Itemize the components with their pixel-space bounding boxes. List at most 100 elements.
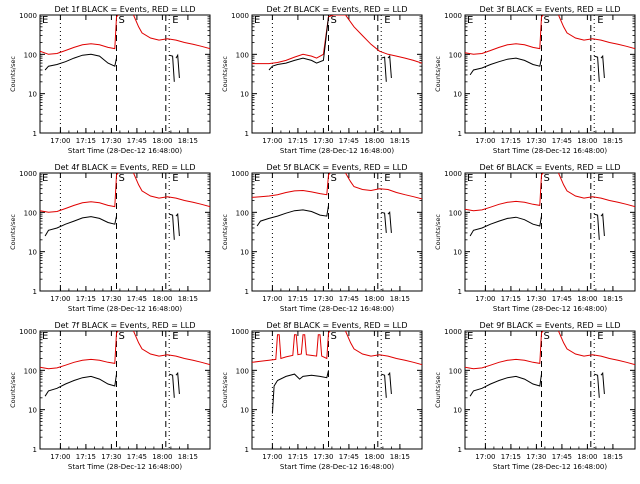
start-marker: S	[331, 173, 337, 184]
y-tick-label: 100	[449, 209, 462, 217]
y-tick-label: 10	[240, 91, 249, 99]
lld-series-line	[40, 15, 119, 55]
events-series-line	[169, 213, 175, 240]
y-tick-label: 1000	[231, 328, 249, 336]
panel-title: Det 7f BLACK = Events, RED = LLD	[54, 321, 195, 330]
y-tick-label: 1000	[444, 328, 462, 336]
corner-marker-e: E	[42, 331, 48, 342]
y-tick-label: 10	[453, 91, 462, 99]
events-series-line	[268, 16, 329, 71]
x-tick-label: 17:00	[475, 137, 495, 145]
start-marker: S	[331, 15, 337, 26]
y-tick-label: 100	[24, 51, 37, 59]
events-series-line	[44, 215, 117, 237]
x-tick-label: 17:30	[526, 453, 546, 461]
lld-series-line	[558, 173, 635, 208]
end-marker: E	[384, 173, 390, 184]
x-tick-label: 17:45	[339, 295, 359, 303]
y-tick-label: 10	[453, 407, 462, 415]
y-tick-label: 1	[458, 288, 462, 296]
x-tick-label: 18:15	[603, 137, 623, 145]
x-tick-label: 18:15	[178, 137, 198, 145]
x-tick-label: 17:45	[552, 295, 572, 303]
y-tick-label: 100	[236, 209, 249, 217]
x-tick-label: 18:15	[390, 295, 410, 303]
x-tick-label: 17:30	[101, 453, 121, 461]
start-marker: S	[119, 331, 125, 342]
start-marker: S	[544, 173, 550, 184]
lld-series-line	[345, 331, 422, 366]
x-tick-label: 17:15	[501, 137, 521, 145]
corner-marker-e: E	[42, 173, 48, 184]
corner-marker-e: E	[254, 173, 260, 184]
events-series-line	[594, 373, 600, 398]
panel-det-9: Det 9f BLACK = Events, RED = LLD 1 10 100 10…	[434, 321, 636, 471]
panel-det-5: Det 5f BLACK = Events, RED = LLD 1 10 100 10…	[221, 163, 423, 313]
events-series-line	[271, 370, 329, 414]
panel-det-4: Det 4f BLACK = Events, RED = LLD 1 10 100 10…	[9, 163, 211, 313]
events-series-line	[256, 205, 329, 227]
x-tick-label: 17:00	[262, 453, 282, 461]
events-series-line	[387, 371, 392, 395]
lld-series-line	[252, 15, 422, 65]
end-marker: E	[384, 15, 390, 26]
panel-title: Det 9f BLACK = Events, RED = LLD	[479, 321, 620, 330]
y-axis-label: Counts/sec	[434, 372, 442, 408]
y-tick-label: 100	[449, 51, 462, 59]
y-tick-label: 1	[458, 130, 462, 138]
x-tick-label: 18:15	[390, 137, 410, 145]
events-series-line	[169, 373, 175, 398]
x-tick-label: 17:15	[76, 295, 96, 303]
y-tick-label: 10	[240, 407, 249, 415]
x-tick-label: 18:00	[152, 137, 172, 145]
end-marker: E	[172, 15, 178, 26]
corner-marker-e: E	[254, 331, 260, 342]
events-series-line	[469, 57, 542, 76]
panel-det-3: Det 3f BLACK = Events, RED = LLD 1 10 100 10…	[434, 5, 636, 155]
lld-series-line	[558, 15, 635, 50]
x-tick-label: 18:00	[364, 137, 384, 145]
events-series-line	[469, 216, 542, 237]
lld-series-line	[133, 331, 210, 366]
plot-frame	[464, 14, 636, 134]
y-tick-label: 1	[245, 288, 249, 296]
x-tick-label: 17:15	[288, 137, 308, 145]
lld-series-line	[558, 331, 635, 366]
y-tick-label: 100	[24, 367, 37, 375]
events-series-line	[175, 371, 180, 395]
y-tick-label: 1	[245, 446, 249, 454]
y-tick-label: 100	[236, 51, 249, 59]
plot-frame	[39, 172, 211, 292]
events-series-line	[175, 53, 180, 79]
x-tick-label: 17:15	[288, 295, 308, 303]
events-series-line	[44, 374, 117, 397]
y-tick-label: 10	[28, 407, 37, 415]
panel-det-6: Det 6f BLACK = Events, RED = LLD 1 10 100 10…	[434, 163, 636, 313]
panel-title: Det 1f BLACK = Events, RED = LLD	[54, 5, 195, 14]
panel-det-1: Det 1f BLACK = Events, RED = LLD 1 10 100 10…	[9, 5, 211, 155]
y-axis-label: Counts/sec	[221, 56, 229, 92]
events-series-line	[387, 211, 392, 233]
plot-frame	[39, 14, 211, 134]
y-tick-label: 1	[33, 130, 37, 138]
x-tick-label: 17:00	[262, 295, 282, 303]
panel-det-2: Det 2f BLACK = Events, RED = LLD 1 10 100 10…	[221, 5, 423, 155]
x-tick-label: 17:15	[501, 453, 521, 461]
end-marker: E	[597, 15, 603, 26]
y-tick-label: 1000	[19, 328, 37, 336]
end-marker: E	[384, 331, 390, 342]
x-tick-label: 17:45	[127, 137, 147, 145]
lld-series-line	[252, 173, 331, 198]
lld-series-line	[133, 173, 210, 208]
x-axis-label: Start Time (28-Dec-12 16:48:00)	[68, 147, 182, 155]
y-tick-label: 1000	[231, 12, 249, 20]
x-tick-label: 17:45	[552, 453, 572, 461]
x-tick-label: 17:15	[288, 453, 308, 461]
y-axis-label: Counts/sec	[9, 372, 17, 408]
lld-series-line	[40, 173, 119, 213]
x-tick-label: 17:30	[101, 295, 121, 303]
y-axis-label: Counts/sec	[221, 214, 229, 250]
x-tick-label: 17:15	[76, 453, 96, 461]
x-axis-label: Start Time (28-Dec-12 16:48:00)	[280, 305, 394, 313]
